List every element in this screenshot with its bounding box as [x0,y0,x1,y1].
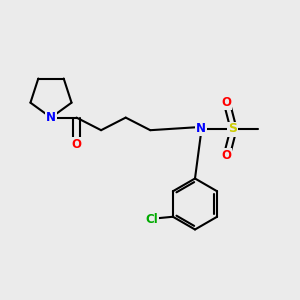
Text: N: N [196,122,206,136]
Text: N: N [46,111,56,124]
Text: O: O [71,138,82,151]
Text: O: O [221,96,232,110]
Text: Cl: Cl [146,213,158,226]
Text: O: O [221,148,232,162]
Text: S: S [228,122,237,136]
